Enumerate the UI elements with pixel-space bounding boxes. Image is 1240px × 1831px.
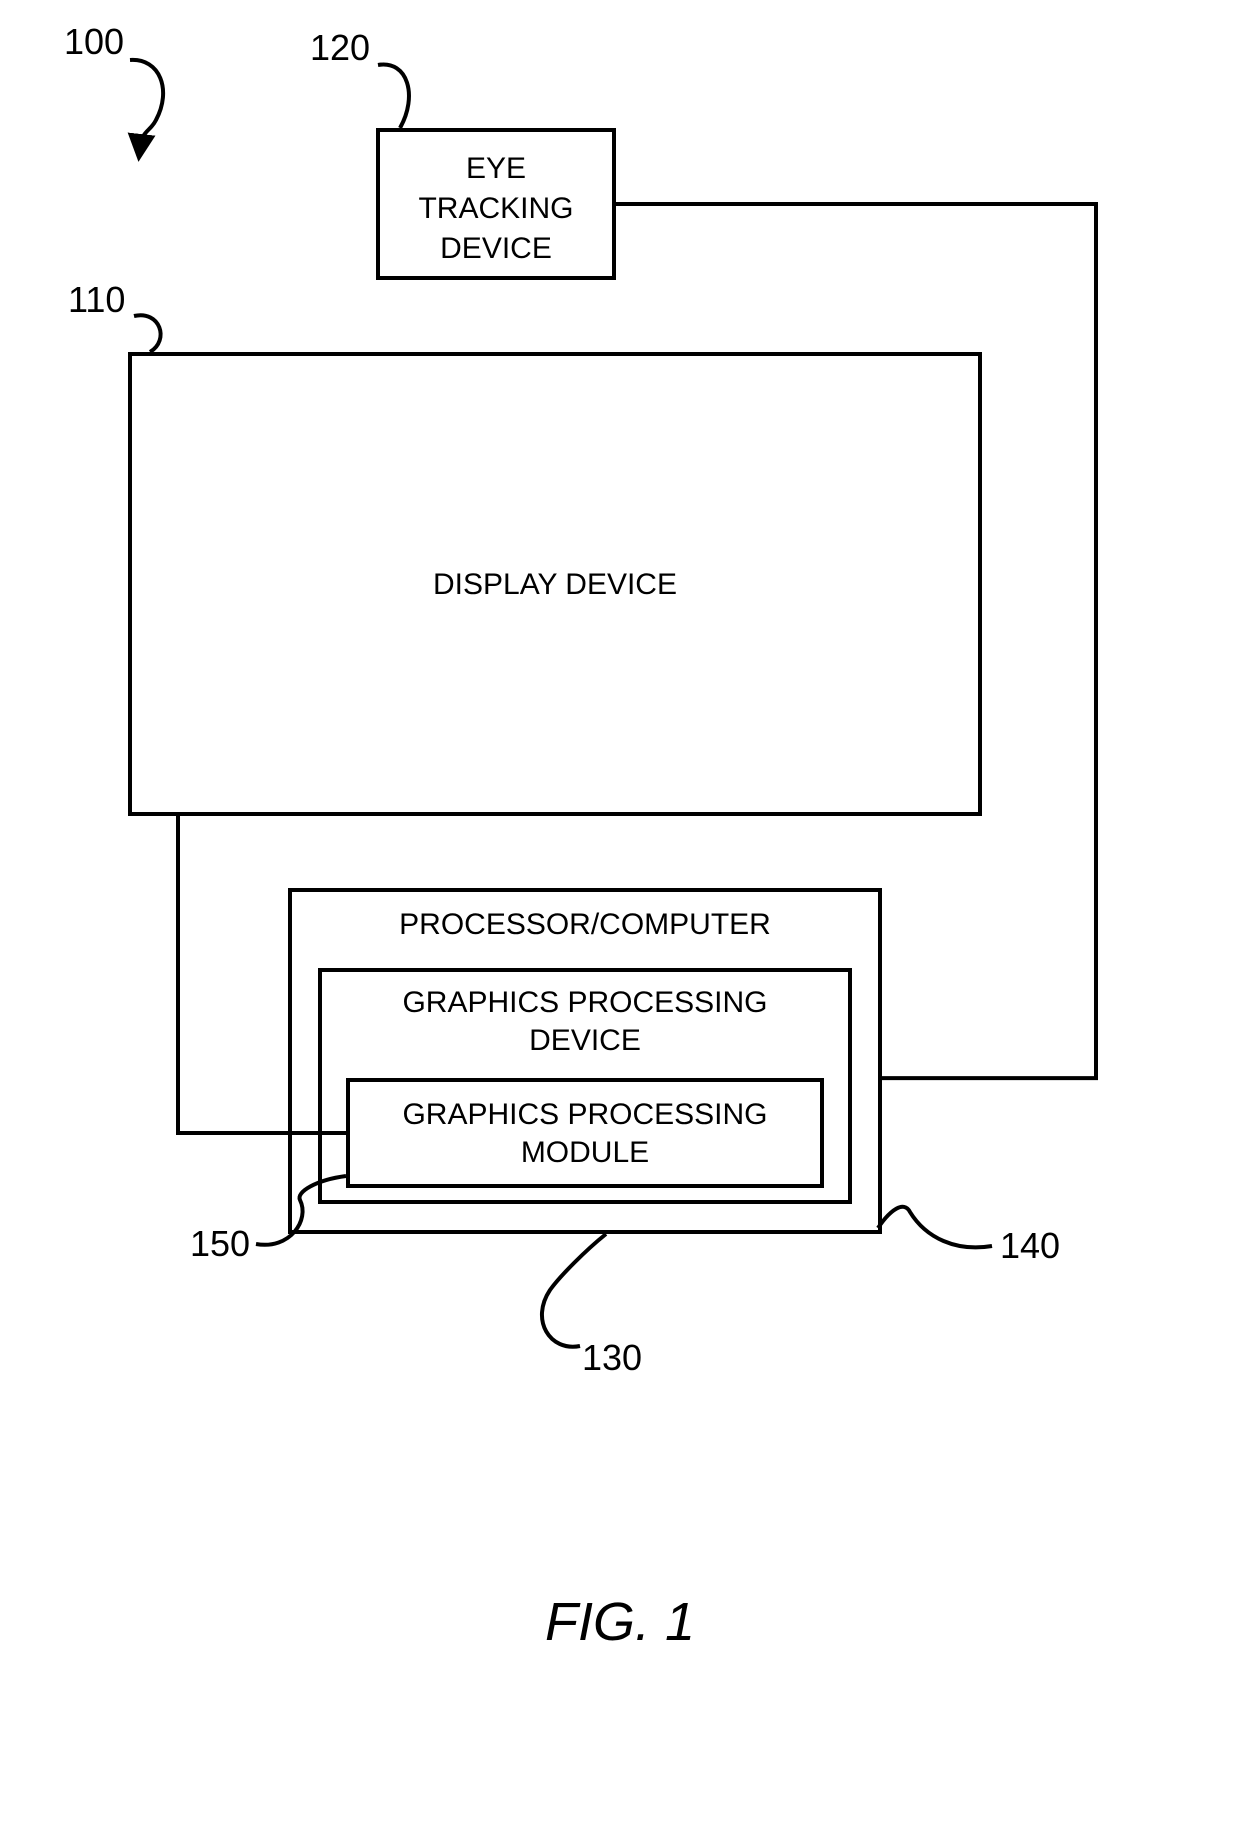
ref-110: 110 bbox=[68, 279, 125, 320]
processor-label: PROCESSOR/COMPUTER bbox=[399, 908, 771, 941]
gpd-label1: GRAPHICS PROCESSING bbox=[402, 986, 767, 1019]
ref-140: 140 bbox=[1000, 1225, 1060, 1266]
figure-caption: FIG. 1 bbox=[545, 1592, 695, 1652]
ref-130: 130 bbox=[582, 1337, 642, 1378]
ref-120: 120 bbox=[310, 27, 370, 68]
gpm-label1: GRAPHICS PROCESSING bbox=[402, 1098, 767, 1131]
eye-tracking-label2: TRACKING bbox=[418, 192, 573, 225]
ref-150: 150 bbox=[190, 1223, 250, 1264]
eye-tracking-label1: EYE bbox=[466, 152, 526, 185]
ref-100: 100 bbox=[64, 21, 124, 62]
display-label: DISPLAY DEVICE bbox=[433, 568, 677, 601]
gpd-label2: DEVICE bbox=[529, 1024, 641, 1057]
gpm-label2: MODULE bbox=[521, 1136, 649, 1169]
eye-tracking-label3: DEVICE bbox=[440, 232, 552, 265]
